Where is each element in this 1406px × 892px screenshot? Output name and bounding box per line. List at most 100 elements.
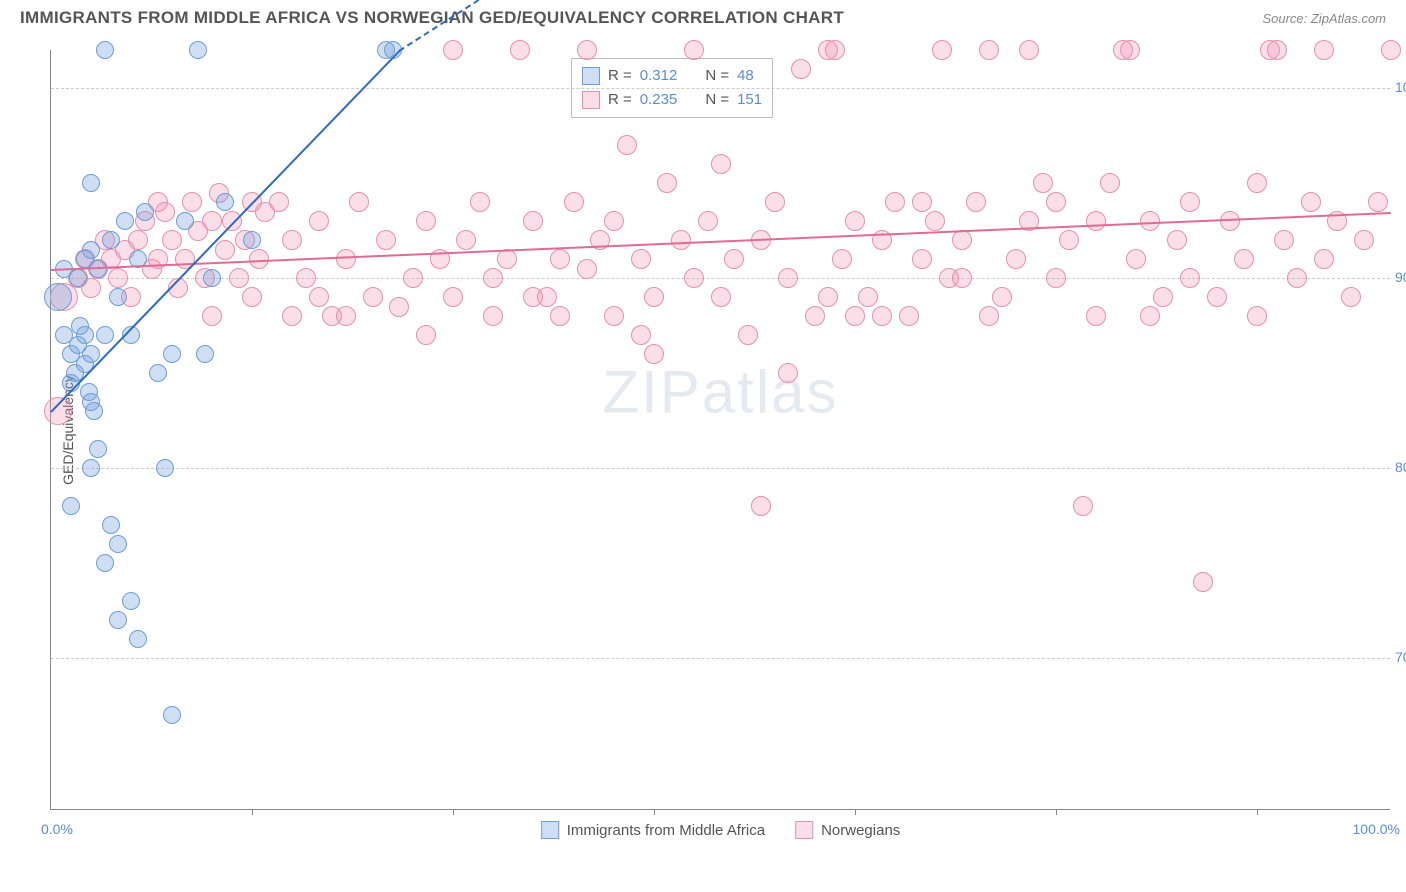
blue-point bbox=[44, 283, 72, 311]
blue-point bbox=[163, 345, 181, 363]
pink-point bbox=[376, 230, 396, 250]
pink-point bbox=[1287, 268, 1307, 288]
r-label: R = bbox=[608, 64, 632, 88]
gridline bbox=[51, 658, 1390, 659]
pink-point bbox=[845, 306, 865, 326]
blue-point bbox=[76, 326, 94, 344]
x-tick bbox=[654, 809, 655, 815]
blue-point bbox=[122, 592, 140, 610]
pink-point bbox=[832, 249, 852, 269]
pink-point bbox=[182, 192, 202, 212]
blue-point bbox=[243, 231, 261, 249]
blue-point bbox=[109, 288, 127, 306]
pink-point bbox=[416, 325, 436, 345]
pink-point bbox=[644, 344, 664, 364]
x-tick bbox=[855, 809, 856, 815]
pink-point bbox=[523, 287, 543, 307]
pink-point bbox=[550, 249, 570, 269]
pink-point bbox=[738, 325, 758, 345]
blue-point bbox=[149, 364, 167, 382]
pink-point bbox=[1301, 192, 1321, 212]
pink-point bbox=[389, 297, 409, 317]
blue-point bbox=[89, 440, 107, 458]
pink-point bbox=[698, 211, 718, 231]
pink-point bbox=[751, 496, 771, 516]
pink-point bbox=[979, 306, 999, 326]
blue-point bbox=[176, 212, 194, 230]
pink-point bbox=[644, 287, 664, 307]
n-label: N = bbox=[705, 64, 729, 88]
pink-point bbox=[952, 230, 972, 250]
blue-point bbox=[109, 611, 127, 629]
pink-point bbox=[282, 306, 302, 326]
pink-point bbox=[470, 192, 490, 212]
pink-point bbox=[309, 287, 329, 307]
pink-point bbox=[483, 268, 503, 288]
blue-point bbox=[102, 231, 120, 249]
blue-point bbox=[196, 345, 214, 363]
scatter-chart: GED/Equivalency 0.0% 100.0% ZIPatlas R =… bbox=[50, 50, 1390, 810]
pink-point bbox=[1267, 40, 1287, 60]
blue-point bbox=[69, 269, 87, 287]
pink-point bbox=[577, 40, 597, 60]
pink-point bbox=[925, 211, 945, 231]
pink-point bbox=[825, 40, 845, 60]
pink-point bbox=[1006, 249, 1026, 269]
pink-point bbox=[1126, 249, 1146, 269]
pink-point bbox=[443, 40, 463, 60]
y-tick-label: 90.0% bbox=[1395, 269, 1406, 285]
blue-point bbox=[82, 345, 100, 363]
chart-title: IMMIGRANTS FROM MIDDLE AFRICA VS NORWEGI… bbox=[20, 8, 844, 28]
pink-point bbox=[966, 192, 986, 212]
r-value-blue: 0.312 bbox=[640, 64, 678, 88]
y-tick-label: 80.0% bbox=[1395, 459, 1406, 475]
pink-point bbox=[128, 230, 148, 250]
blue-point bbox=[96, 554, 114, 572]
pink-point bbox=[1354, 230, 1374, 250]
legend-item-pink: Norwegians bbox=[795, 821, 900, 839]
pink-point bbox=[912, 192, 932, 212]
legend-item-blue: Immigrants from Middle Africa bbox=[541, 821, 765, 839]
blue-point bbox=[102, 516, 120, 534]
pink-point bbox=[1100, 173, 1120, 193]
pink-point bbox=[1073, 496, 1093, 516]
pink-point bbox=[1274, 230, 1294, 250]
x-axis-max-label: 100.0% bbox=[1353, 821, 1400, 837]
blue-point bbox=[109, 535, 127, 553]
blue-point bbox=[82, 174, 100, 192]
pink-point bbox=[1247, 306, 1267, 326]
pink-point bbox=[1341, 287, 1361, 307]
blue-point bbox=[82, 241, 100, 259]
blue-point bbox=[82, 459, 100, 477]
pink-point bbox=[979, 40, 999, 60]
pink-point bbox=[1059, 230, 1079, 250]
r-label: R = bbox=[608, 88, 632, 112]
pink-point bbox=[671, 230, 691, 250]
pink-point bbox=[1368, 192, 1388, 212]
n-value-pink: 151 bbox=[737, 88, 762, 112]
pink-point bbox=[44, 397, 72, 425]
pink-point bbox=[805, 306, 825, 326]
pink-point bbox=[483, 306, 503, 326]
pink-point bbox=[1314, 249, 1334, 269]
pink-point bbox=[872, 306, 892, 326]
blue-point bbox=[62, 497, 80, 515]
pink-point bbox=[577, 259, 597, 279]
x-axis-min-label: 0.0% bbox=[41, 821, 73, 837]
pink-point bbox=[1153, 287, 1173, 307]
blue-point bbox=[96, 41, 114, 59]
x-tick bbox=[1056, 809, 1057, 815]
y-tick-label: 100.0% bbox=[1395, 79, 1406, 95]
pink-point bbox=[1193, 572, 1213, 592]
blue-point bbox=[136, 203, 154, 221]
blue-point bbox=[203, 269, 221, 287]
pink-point bbox=[684, 268, 704, 288]
pink-point bbox=[456, 230, 476, 250]
blue-point bbox=[116, 212, 134, 230]
x-tick bbox=[453, 809, 454, 815]
pink-point bbox=[778, 363, 798, 383]
pink-point bbox=[724, 249, 744, 269]
pink-point bbox=[778, 268, 798, 288]
pink-point bbox=[1019, 40, 1039, 60]
legend-swatch-pink bbox=[795, 821, 813, 839]
